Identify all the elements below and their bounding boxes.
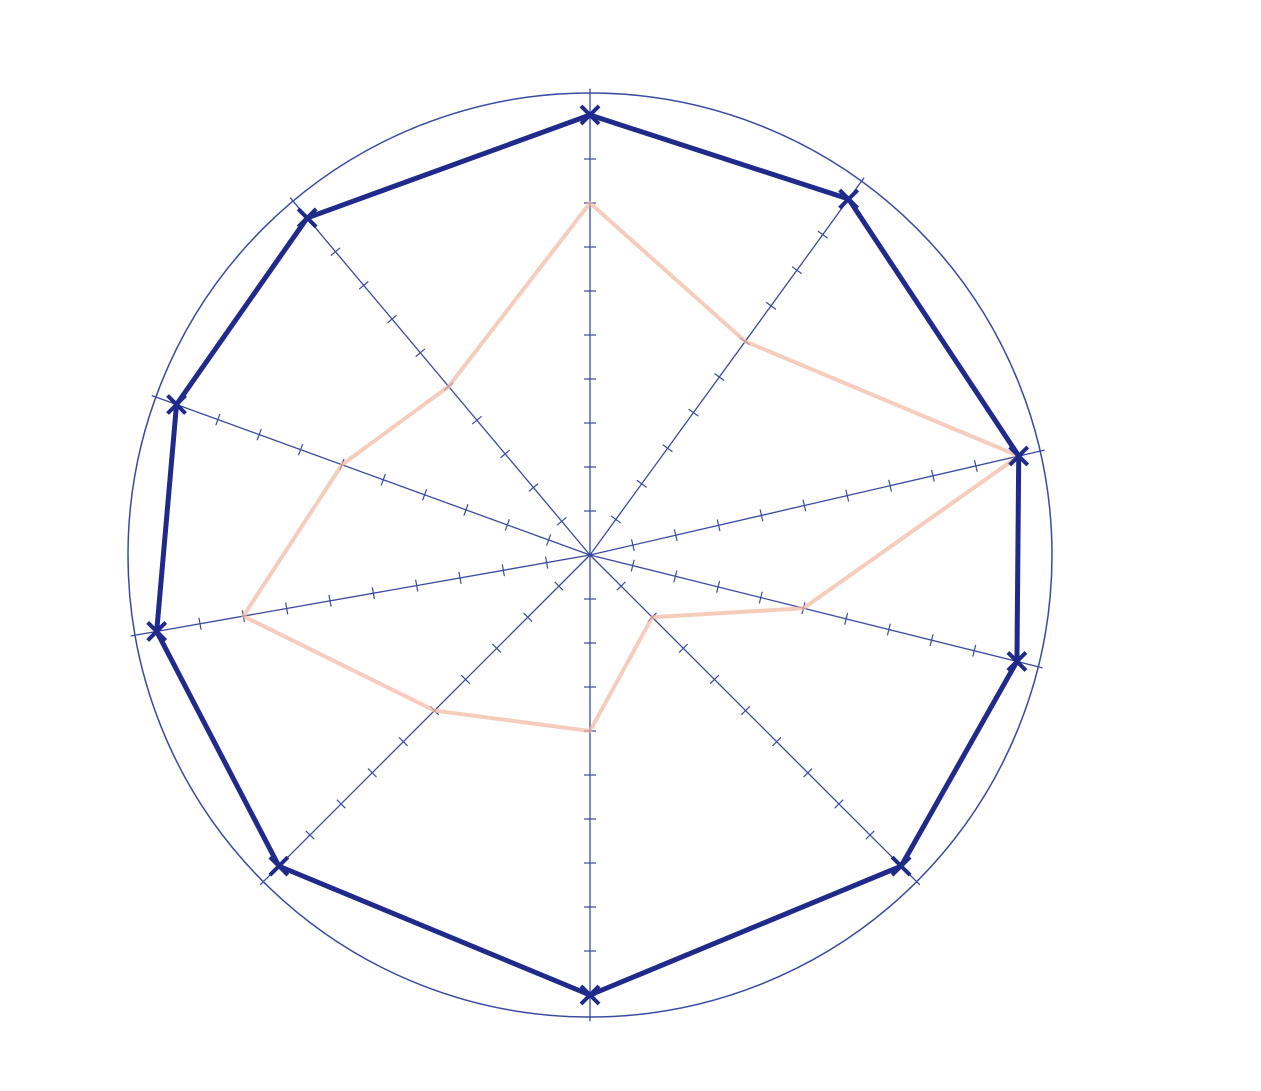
- tick-mark: [387, 314, 398, 324]
- tick-mark: [888, 479, 893, 492]
- spoke-line: [589, 177, 865, 556]
- tick-mark: [546, 534, 552, 546]
- spoke-line: [259, 554, 591, 886]
- spoke-line: [130, 554, 591, 637]
- series-layer: [146, 104, 1030, 1006]
- tick-marks: [155, 114, 1021, 996]
- tick-mark: [398, 737, 408, 747]
- tick-mark: [802, 499, 807, 512]
- data-point-marker: [890, 855, 912, 877]
- tick-mark: [709, 674, 720, 685]
- tick-mark: [834, 799, 844, 809]
- tick-mark: [765, 301, 777, 310]
- tick-mark: [215, 413, 221, 426]
- tick-mark: [630, 559, 635, 572]
- data-point-marker: [296, 207, 318, 229]
- tick-mark: [358, 281, 369, 290]
- tick-mark: [688, 408, 699, 417]
- tick-mark: [528, 483, 539, 492]
- tick-mark: [630, 539, 635, 552]
- tick-mark: [380, 473, 386, 486]
- tick-mark: [458, 571, 462, 584]
- spoke-line: [589, 449, 1045, 556]
- tick-mark: [740, 705, 751, 716]
- tick-mark: [336, 799, 346, 809]
- data-point-marker: [1008, 445, 1030, 467]
- data-point-marker: [579, 104, 601, 126]
- tick-mark: [256, 428, 262, 441]
- data-point-marker: [579, 984, 601, 1006]
- tick-mark: [759, 509, 764, 522]
- tick-mark: [328, 594, 332, 607]
- tick-mark: [844, 612, 849, 625]
- tick-mark: [673, 529, 678, 542]
- data-point-marker: [1006, 651, 1028, 672]
- spoke-line: [289, 197, 591, 556]
- tick-mark: [678, 643, 689, 654]
- tick-mark: [817, 230, 828, 239]
- tick-mark: [460, 674, 471, 685]
- tick-mark: [371, 587, 375, 600]
- tick-mark: [554, 581, 564, 591]
- tick-mark: [972, 644, 977, 657]
- tick-mark: [673, 570, 678, 583]
- tick-mark: [931, 469, 935, 482]
- tick-mark: [616, 581, 626, 591]
- tick-mark: [636, 479, 647, 488]
- tick-mark: [662, 444, 673, 453]
- tick-mark: [716, 519, 721, 532]
- tick-mark: [929, 634, 934, 647]
- tick-mark: [758, 591, 763, 604]
- spoke-line: [589, 554, 1043, 669]
- tick-mark: [886, 623, 891, 636]
- tick-mark: [415, 579, 419, 592]
- tick-mark: [973, 459, 978, 472]
- data-point-marker: [146, 620, 168, 642]
- tick-mark: [714, 373, 725, 382]
- tick-mark: [421, 488, 428, 501]
- series-line-2: [241, 201, 1021, 733]
- spoke-lines: [130, 88, 1045, 1022]
- tick-mark: [501, 564, 505, 577]
- tick-mark: [845, 489, 850, 502]
- tick-mark: [471, 415, 482, 425]
- data-point-marker: [166, 394, 187, 415]
- tick-mark: [865, 830, 875, 840]
- tick-mark: [504, 519, 510, 531]
- data-point-marker: [838, 188, 860, 210]
- tick-mark: [330, 247, 341, 256]
- tick-mark: [415, 348, 426, 358]
- tick-mark: [463, 504, 469, 516]
- tick-mark: [198, 617, 202, 630]
- tick-mark: [791, 266, 803, 275]
- tick-mark: [716, 580, 721, 593]
- tick-mark: [367, 768, 377, 778]
- spoke-line: [151, 394, 591, 556]
- data-point-marker: [268, 855, 290, 877]
- tick-mark: [500, 449, 511, 459]
- tick-mark: [491, 643, 502, 654]
- tick-mark: [285, 602, 289, 615]
- tick-mark: [305, 830, 315, 840]
- tick-mark: [297, 443, 304, 456]
- tick-mark: [803, 768, 813, 778]
- spoke-line: [589, 554, 921, 886]
- tick-mark: [556, 516, 567, 526]
- tick-mark: [610, 515, 622, 524]
- tick-mark: [772, 737, 782, 747]
- tick-mark: [523, 612, 533, 622]
- tick-mark: [545, 556, 549, 569]
